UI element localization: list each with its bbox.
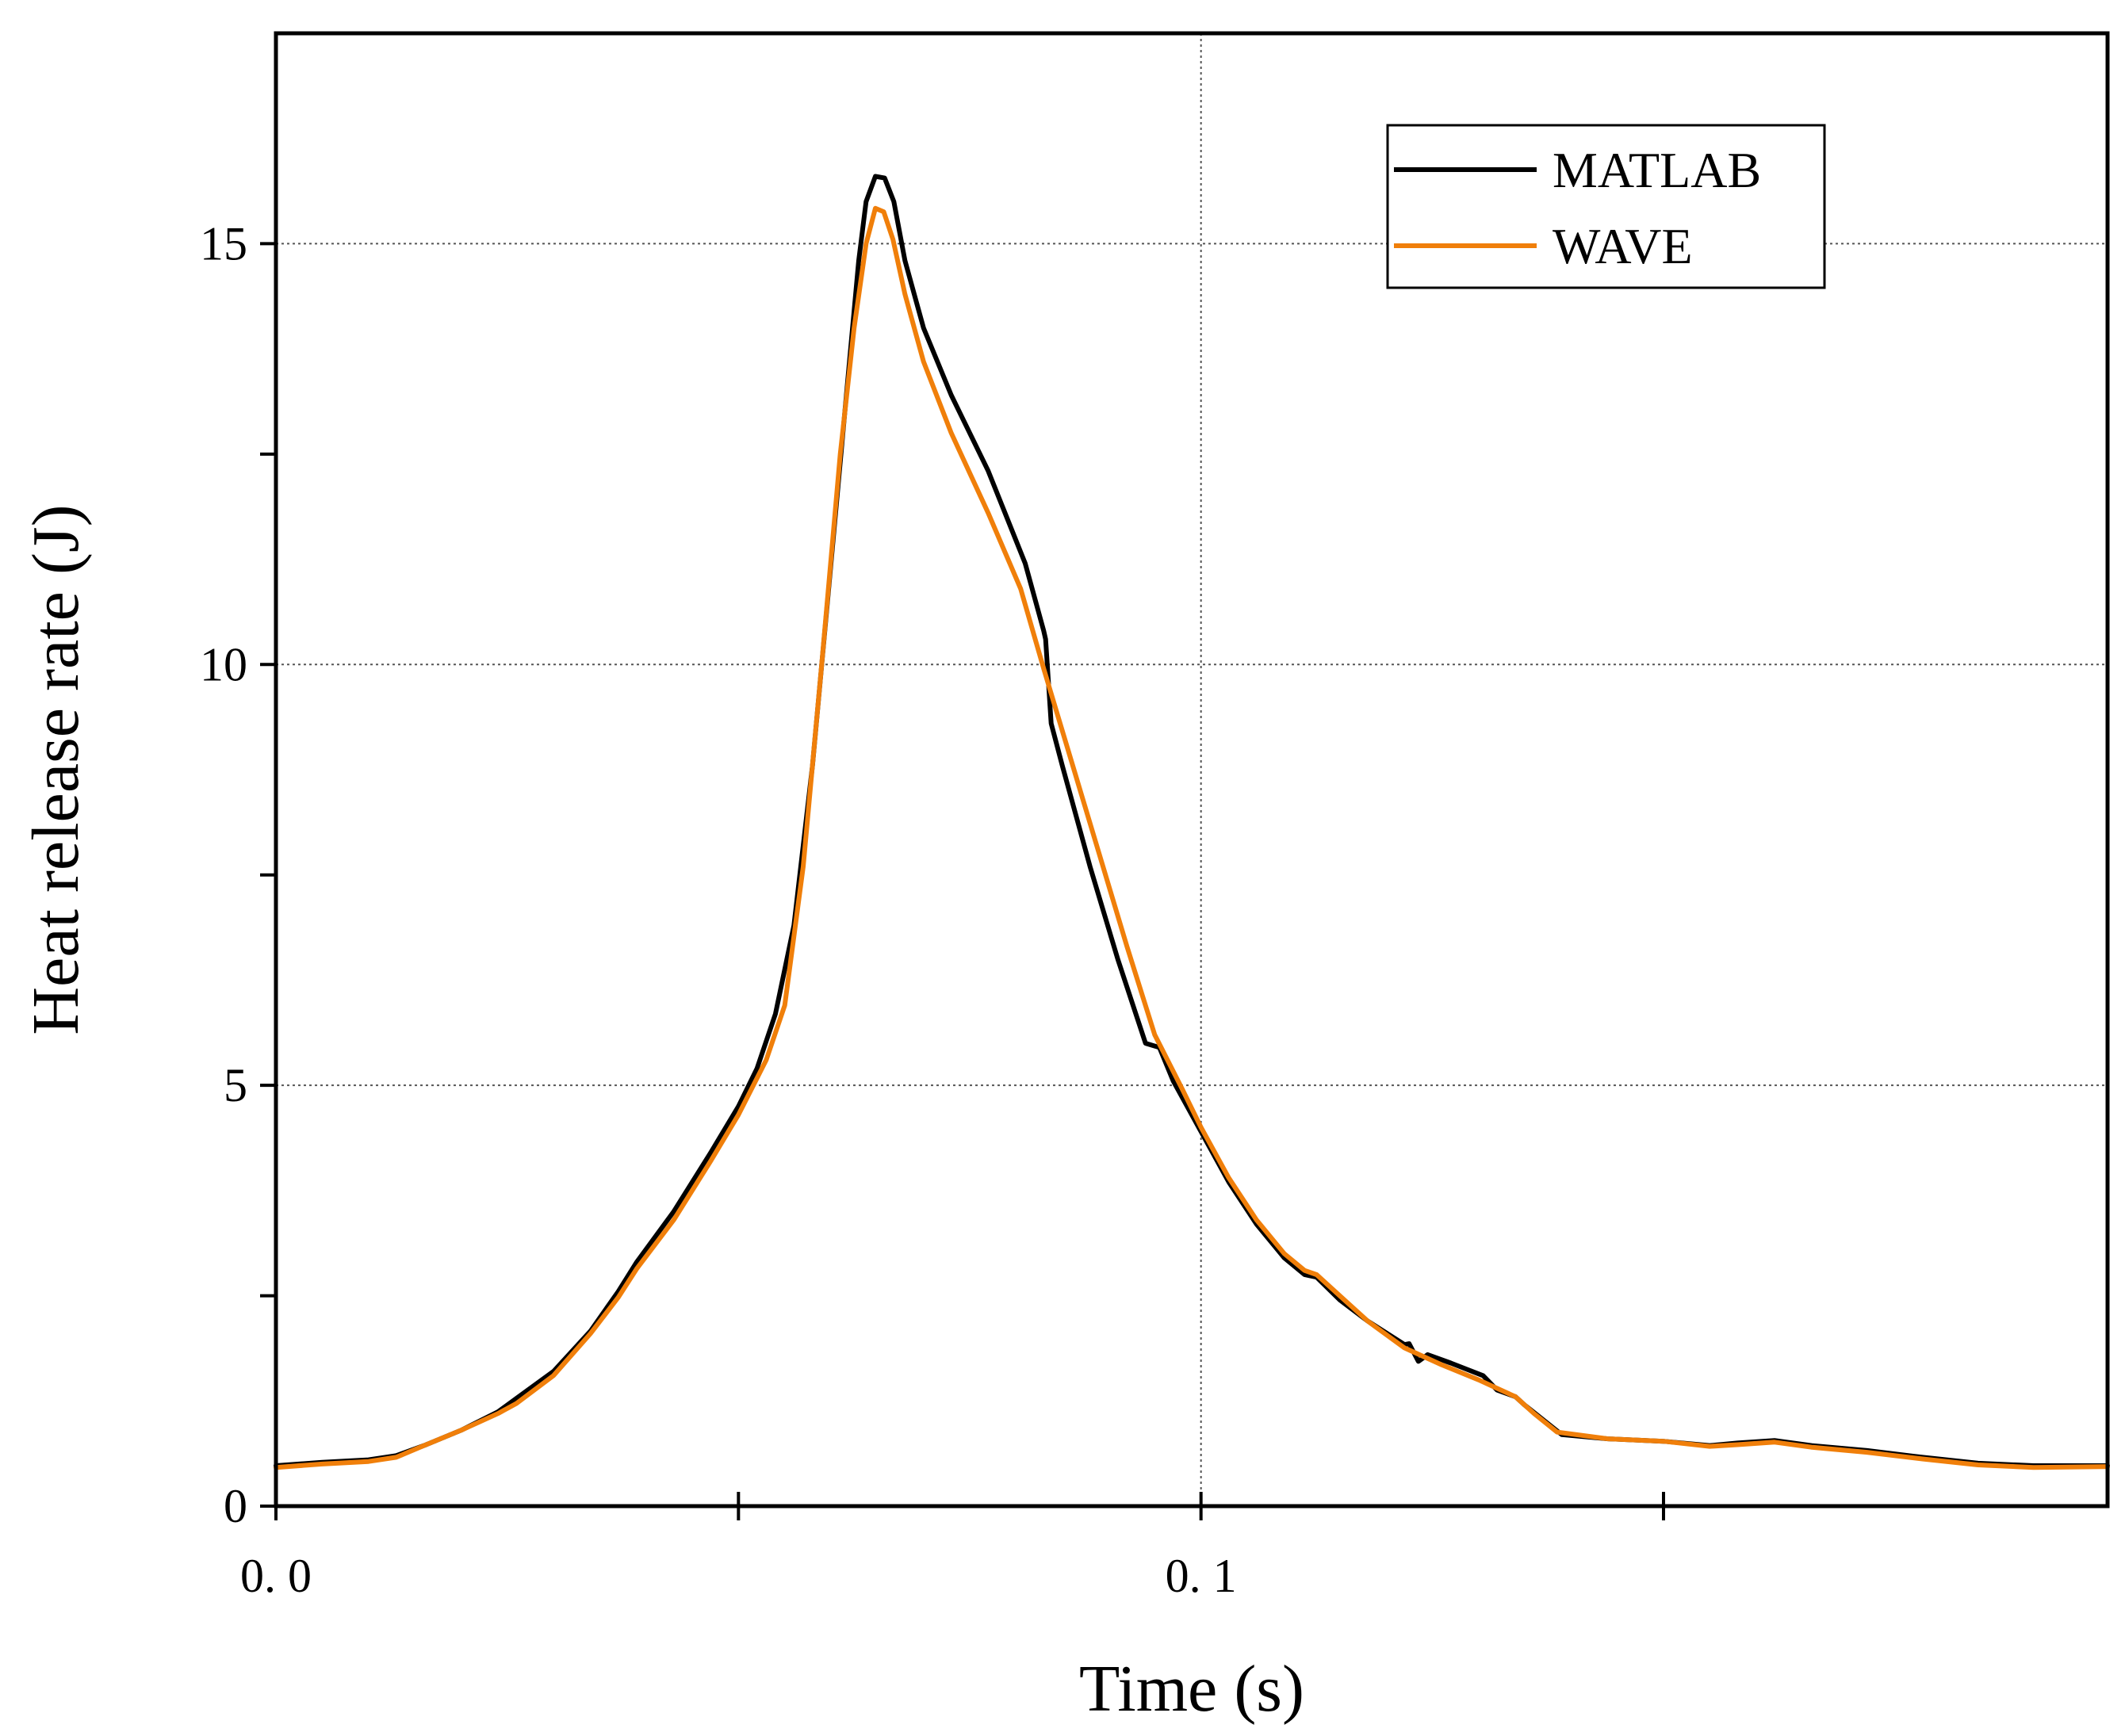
series-line-matlab (274, 174, 2110, 1468)
y-tick-label: 0 (224, 1480, 247, 1532)
x-tick-label: 0. 1 (1166, 1550, 1237, 1602)
legend-label-matlab: MATLAB (1553, 142, 1761, 198)
legend-box (1386, 124, 1826, 289)
series-line-wave (274, 205, 2110, 1470)
y-axis-title: Heat release rate (J) (19, 504, 93, 1034)
x-tick-label: 0. 0 (240, 1550, 312, 1602)
tick-layer (260, 242, 1665, 1520)
grid-layer (276, 33, 2108, 1506)
legend-label-wave: WAVE (1553, 218, 1693, 274)
series-layer (274, 174, 2110, 1470)
y-tick-label: 5 (224, 1059, 247, 1111)
y-tick-label: 15 (200, 217, 247, 270)
tick-label-layer: 0. 0 0. 1 0 5 10 15 (200, 217, 1237, 1602)
legend: MATLAB WAVE (1386, 124, 1826, 289)
plot-frame (274, 31, 2110, 1508)
y-tick-label: 10 (200, 638, 247, 690)
x-axis-title: Time (s) (1079, 1652, 1304, 1726)
